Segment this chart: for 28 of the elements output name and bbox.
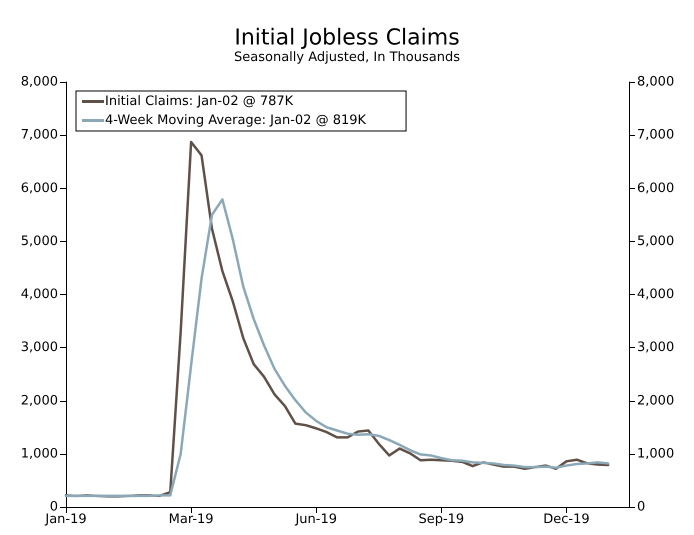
y-tick-label: 2,000 — [20, 393, 58, 408]
y-tick-label: 4,000 — [20, 287, 58, 302]
y-tick-label: 1,000 — [20, 446, 58, 462]
legend-label: 4-Week Moving Average: Jan-02 @ 819K — [105, 113, 367, 128]
y2-tick-label: 6,000 — [637, 180, 674, 196]
chart-subtitle: Seasonally Adjusted, In Thousands — [234, 50, 460, 65]
x-tick-label: Jun-19 — [294, 512, 337, 527]
y2-tick-label: 8,000 — [637, 74, 674, 90]
y2-tick-label: 7,000 — [637, 128, 674, 143]
y2-tick-label: 1,000 — [637, 446, 674, 462]
y2-tick-label: 5,000 — [637, 234, 674, 249]
y2-tick-label: 4,000 — [637, 287, 674, 302]
x-tick-label: Jan-19 — [44, 512, 87, 527]
y2-tick-label: 0 — [637, 500, 646, 514]
y-tick-label: 3,000 — [20, 340, 58, 356]
y-tick-label: 6,000 — [20, 180, 58, 196]
x-tick-label: Dec-19 — [543, 512, 590, 527]
x-tick-label: Sep-19 — [418, 512, 464, 527]
y-tick-label: 5,000 — [20, 234, 58, 249]
x-tick-label: Mar-19 — [168, 512, 214, 527]
y-tick-label: 7,000 — [20, 128, 58, 143]
line-series — [64, 198, 610, 498]
y2-tick-label: 2,000 — [637, 393, 674, 408]
y2-tick-label: 3,000 — [637, 340, 674, 356]
chart-title: Initial Jobless Claims — [234, 26, 460, 50]
y-tick-label: 8,000 — [20, 74, 58, 90]
legend-label: Initial Claims: Jan-02 @ 787K — [105, 94, 294, 109]
y-tick-label: 0 — [50, 500, 58, 514]
